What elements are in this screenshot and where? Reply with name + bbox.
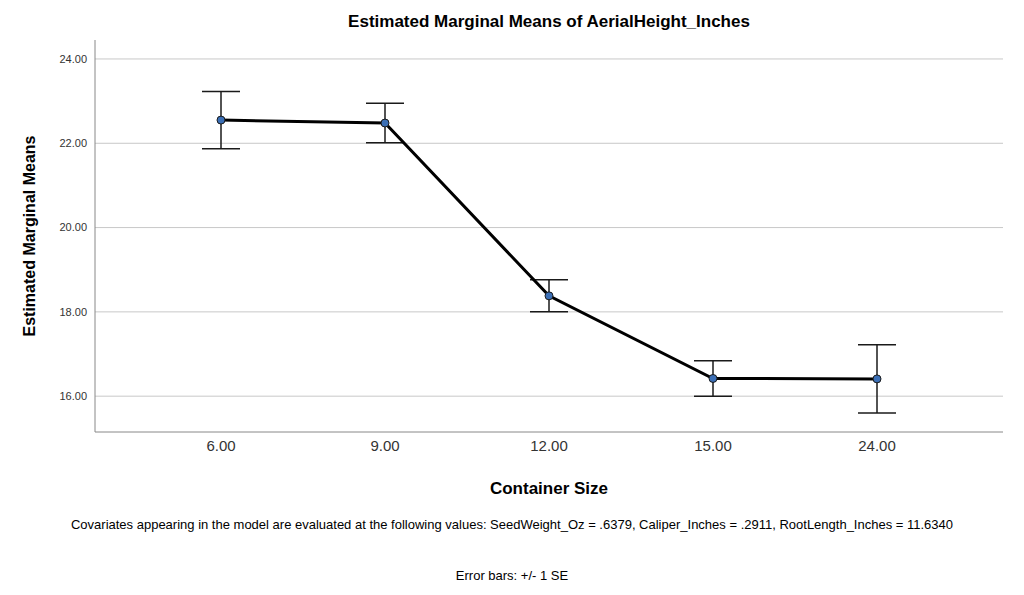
svg-text:9.00: 9.00 [370, 437, 399, 454]
svg-text:18.00: 18.00 [59, 306, 87, 318]
html-text:Container Size: Container Size [490, 479, 608, 498]
html-text:Estimated Marginal Means: Estimated Marginal Means [21, 135, 38, 337]
html-text:Estimated Marginal Means of Ae: Estimated Marginal Means of AerialHeight… [348, 12, 750, 31]
svg-text:15.00: 15.00 [694, 437, 732, 454]
svg-text:16.00: 16.00 [59, 390, 87, 402]
html-text:Covariates appearing in the mo: Covariates appearing in the model are ev… [71, 517, 953, 532]
svg-text:6.00: 6.00 [206, 437, 235, 454]
html-text:Error bars: +/- 1 SE: Error bars: +/- 1 SE [455, 568, 569, 583]
svg-text:22.00: 22.00 [59, 137, 87, 149]
svg-text:24.00: 24.00 [59, 53, 87, 65]
svg-text:12.00: 12.00 [530, 437, 568, 454]
svg-text:20.00: 20.00 [59, 221, 87, 233]
svg-text:24.00: 24.00 [858, 437, 896, 454]
